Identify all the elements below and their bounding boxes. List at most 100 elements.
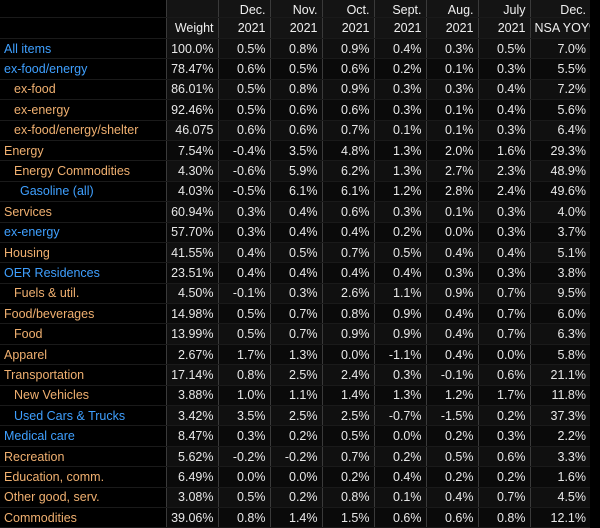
table-row: Energy Commodities 4.30% -0.6% 5.9% 6.2% 1.3%… — [0, 160, 590, 182]
row-value: 0.0% — [374, 425, 427, 447]
row-value: 0.2% — [374, 222, 427, 243]
row-value: 0.2% — [426, 425, 479, 447]
row-value: 1.3% — [374, 160, 427, 182]
row-value: 0.3% — [478, 425, 531, 447]
row-value: 0.4% — [478, 79, 531, 101]
row-value: 0.5% — [322, 425, 375, 447]
row-value: 0.2% — [426, 466, 479, 488]
header-label-cell-2 — [0, 17, 167, 39]
table-row: Medical care 8.47% 0.3% 0.2% 0.5% 0.0% 0.2% 0.3… — [0, 425, 590, 447]
row-value: 0.5% — [270, 242, 323, 264]
row-value: 1.1% — [270, 385, 323, 407]
row-value: 0.3% — [374, 79, 427, 101]
row-value: 0.1% — [426, 201, 479, 223]
row-value: 12.1% — [530, 507, 590, 528]
row-value: 0.8% — [322, 303, 375, 325]
row-value: 0.4% — [426, 303, 479, 325]
row-value: 0.3% — [374, 99, 427, 121]
row-value: 1.2% — [426, 385, 479, 407]
row-weight: 92.46% — [166, 99, 219, 121]
row-value: 1.7% — [218, 344, 271, 366]
table-row: Apparel 2.67% 1.7% 1.3% 0.0% -1.1% 0.4% 0.0% 5.8… — [0, 344, 590, 366]
header-col3-month: Oct. — [322, 0, 375, 18]
row-value: 0.6% — [322, 201, 375, 223]
row-value: 3.5% — [270, 140, 323, 162]
row-value: 1.4% — [322, 385, 375, 407]
row-value: 0.9% — [374, 323, 427, 345]
row-value: 1.6% — [478, 140, 531, 162]
row-value: 0.4% — [426, 344, 479, 366]
row-value: 11.8% — [530, 385, 590, 407]
row-value: 0.6% — [478, 364, 531, 386]
row-value: 0.3% — [478, 58, 531, 80]
row-value: 5.8% — [530, 344, 590, 366]
header-weight — [166, 0, 219, 18]
row-weight: 2.67% — [166, 344, 219, 366]
row-label: ex-food/energy/shelter — [0, 120, 167, 141]
row-value: 0.4% — [218, 262, 271, 284]
row-value: 0.5% — [374, 242, 427, 264]
row-value: 2.4% — [478, 181, 531, 203]
table-row: Transportation 17.14% 0.8% 2.5% 2.4% 0.3% -0.1… — [0, 364, 590, 386]
row-value: 48.9% — [530, 160, 590, 182]
row-value: 2.5% — [270, 364, 323, 386]
row-value: 0.3% — [426, 262, 479, 284]
row-value: 0.5% — [218, 303, 271, 325]
row-value: 0.1% — [426, 99, 479, 121]
row-value: 0.6% — [426, 507, 479, 528]
row-weight: 4.50% — [166, 283, 219, 305]
row-label: Gasoline (all) — [0, 181, 167, 203]
row-weight: 100.0% — [166, 38, 219, 60]
row-value: 0.7% — [322, 242, 375, 264]
row-value: 0.6% — [270, 99, 323, 121]
row-value: 6.1% — [270, 181, 323, 203]
row-value: 1.7% — [478, 385, 531, 407]
row-value: 2.7% — [426, 160, 479, 182]
row-value: 0.0% — [218, 466, 271, 488]
row-label: Other good, serv. — [0, 487, 167, 508]
row-value: 0.3% — [478, 120, 531, 141]
table-row: Fuels & util. 4.50% -0.1% 0.3% 2.6% 1.1% 0.9% 0… — [0, 283, 590, 305]
table-row: Commodities 39.06% 0.8% 1.4% 1.5% 0.6% 0.6% 0.8… — [0, 507, 590, 528]
row-value: 0.1% — [426, 58, 479, 80]
row-value: 0.2% — [374, 446, 427, 468]
row-value: 6.0% — [530, 303, 590, 325]
row-value: 2.0% — [426, 140, 479, 162]
row-value: 7.2% — [530, 79, 590, 101]
row-value: 0.9% — [374, 303, 427, 325]
row-label: New Vehicles — [0, 385, 167, 407]
row-label: Energy — [0, 140, 167, 162]
row-value: 0.4% — [478, 242, 531, 264]
row-label: Used Cars & Trucks — [0, 405, 167, 427]
row-value: 0.8% — [270, 38, 323, 60]
row-value: -1.1% — [374, 344, 427, 366]
row-value: 0.1% — [374, 487, 427, 508]
header-col1-year: 2021 — [218, 17, 271, 39]
row-label: Services — [0, 201, 167, 223]
row-value: 0.4% — [270, 222, 323, 243]
row-value: 5.9% — [270, 160, 323, 182]
row-value: 0.6% — [270, 120, 323, 141]
row-label: Commodities — [0, 507, 167, 528]
row-value: 2.6% — [322, 283, 375, 305]
row-weight: 39.06% — [166, 507, 219, 528]
table-row: Energy 7.54% -0.4% 3.5% 4.8% 1.3% 2.0% 1.6% 29.3… — [0, 140, 590, 162]
row-label: Food/beverages — [0, 303, 167, 325]
row-label: Apparel — [0, 344, 167, 366]
row-label: ex-food/energy — [0, 58, 167, 80]
row-value: 0.3% — [426, 79, 479, 101]
row-value: 5.6% — [530, 99, 590, 121]
row-value: 1.3% — [374, 140, 427, 162]
row-weight: 8.47% — [166, 425, 219, 447]
row-value: 0.4% — [270, 201, 323, 223]
row-weight: 57.70% — [166, 222, 219, 243]
row-value: 0.7% — [322, 120, 375, 141]
row-value: 0.9% — [426, 283, 479, 305]
row-value: 3.5% — [218, 405, 271, 427]
row-value: 0.6% — [322, 99, 375, 121]
row-value: 21.1% — [530, 364, 590, 386]
row-weight: 17.14% — [166, 364, 219, 386]
row-value: 0.3% — [270, 283, 323, 305]
row-value: 4.0% — [530, 201, 590, 223]
